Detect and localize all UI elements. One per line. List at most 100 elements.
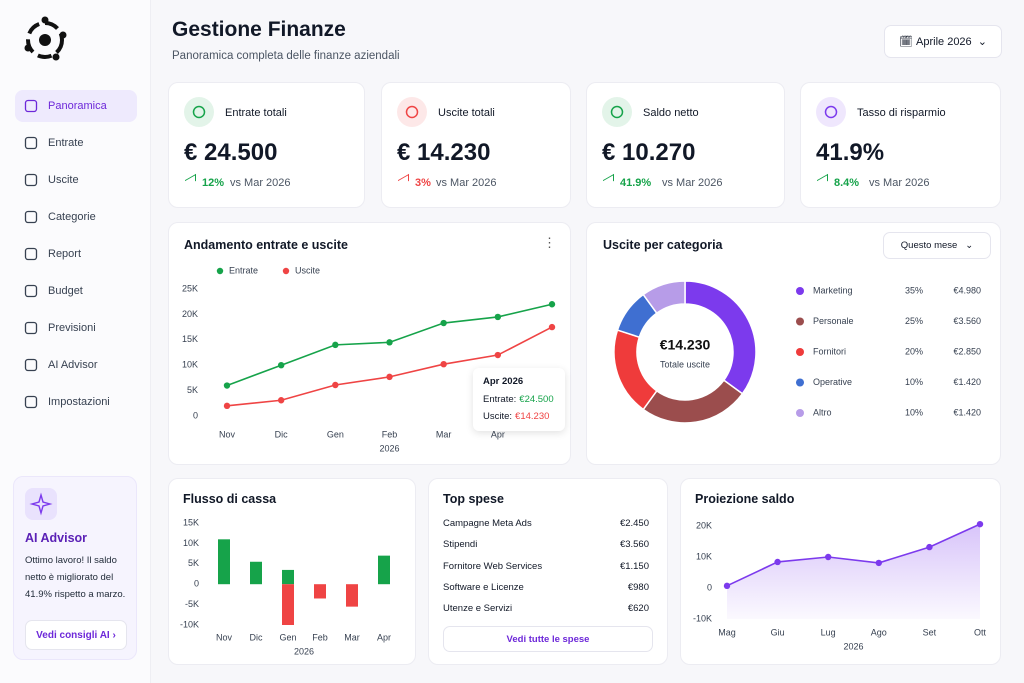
x-tick-label: Feb — [382, 429, 398, 439]
sidebar: Panoramica Entrate Uscite Categorie Report Bu… — [0, 0, 151, 683]
point — [332, 381, 339, 389]
kpi-trend-icon — [185, 173, 196, 188]
page-title: Gestione Finanze — [172, 18, 346, 41]
x-tick-label: Ott — [974, 627, 987, 637]
y-tick-label: -5K — [185, 599, 199, 609]
advisor-icon — [25, 488, 57, 520]
y-tick-label: 20K — [182, 309, 198, 319]
nav-item[interactable]: Entrate — [15, 127, 137, 159]
y-tick-label: 15K — [183, 517, 199, 527]
kpi-value: € 14.230 — [397, 139, 491, 166]
nav-label[interactable]: Budget — [48, 285, 83, 297]
point — [277, 362, 285, 369]
nav-item[interactable]: AI Advisor — [15, 349, 137, 381]
nav-item[interactable]: Categorie — [15, 201, 137, 233]
legend-label: Uscite — [295, 265, 320, 275]
y-tick-label: 25K — [182, 283, 198, 293]
y-tick-label: 10K — [183, 538, 199, 548]
expense-amount: €980 — [627, 581, 649, 593]
y-tick-label: 20K — [696, 520, 712, 530]
nav-label[interactable]: Impostazioni — [48, 396, 110, 408]
nav-item[interactable]: Impostazioni — [15, 386, 137, 418]
kpi-compare: vs Mar 2026 — [230, 177, 291, 189]
all-expenses-button[interactable]: Vedi tutte le spese — [443, 626, 653, 652]
point — [223, 402, 231, 410]
nav-icon — [24, 321, 38, 335]
y-tick-label: 10K — [696, 551, 712, 561]
y-tick-label: 0 — [194, 579, 199, 589]
bar — [218, 539, 230, 585]
legend-amount: €1.420 — [953, 377, 981, 387]
nav-label[interactable]: Categorie — [48, 211, 96, 223]
kpi-value: € 24.500 — [184, 139, 278, 166]
bar — [282, 569, 294, 585]
x-tick-label: Gen — [327, 429, 344, 439]
logo — [24, 16, 67, 61]
nav-label[interactable]: AI Advisor — [48, 359, 98, 371]
bar — [250, 561, 262, 585]
nav-icon-shape — [24, 395, 38, 409]
kpi-icon-shape — [824, 105, 838, 119]
filter-dropdown[interactable]: Questo mese ⌄ — [883, 232, 991, 259]
kpi-icon — [816, 97, 846, 127]
nav-icon-shape — [24, 136, 38, 150]
expense-amount: €3.560 — [619, 539, 649, 551]
period-label[interactable]: Aprile 2026 — [916, 35, 972, 48]
nav-label[interactable]: Previsioni — [48, 322, 96, 334]
legend-label: Personale — [813, 316, 854, 326]
legend-label: Entrate — [229, 265, 258, 275]
x-tick-label: Nov — [216, 632, 233, 642]
bar — [346, 584, 358, 607]
nav-item[interactable]: Budget — [15, 275, 137, 307]
tooltip-label: Uscite: — [483, 411, 513, 422]
point — [494, 313, 502, 321]
kpi-icon-shape — [610, 105, 624, 119]
y-tick-label: 15K — [182, 334, 198, 344]
nav-item[interactable]: Uscite — [15, 164, 137, 196]
x-tick-label: Apr — [377, 632, 391, 642]
nav-label[interactable]: Panoramica — [48, 100, 107, 112]
advisor-card: AI Advisor Ottimo lavoro! Il saldo netto… — [13, 476, 137, 660]
card-title: Proiezione saldo — [695, 492, 795, 506]
expense-name: Fornitore Web Services — [443, 560, 543, 572]
tooltip-row: Uscite: €14.230 — [483, 411, 549, 422]
slice — [613, 329, 658, 411]
kpi-icon-bg — [397, 97, 427, 127]
nav-label[interactable]: Report — [48, 248, 82, 260]
advisor-text: Ottimo lavoro! Il saldo netto è migliora… — [25, 555, 126, 600]
menu-icon[interactable]: ⋮ — [543, 235, 556, 250]
x-tick-label: Mar — [436, 429, 452, 439]
nav-item[interactable]: Report — [15, 238, 137, 270]
nav-item[interactable]: Previsioni — [15, 312, 137, 344]
kpi-trend-icon — [398, 173, 409, 188]
center-value: €14.230 — [660, 337, 711, 353]
x-tick-label: Mar — [344, 632, 360, 642]
expense-amount: €620 — [627, 603, 649, 615]
filter-label[interactable]: Questo mese — [900, 240, 958, 251]
nav-item[interactable]: Panoramica — [15, 90, 137, 122]
advisor-button[interactable]: Vedi consigli AI › — [25, 620, 127, 650]
y-tick-label: -10K — [693, 613, 712, 623]
kpi-change: 41.9% — [620, 177, 652, 189]
kpi-compare: vs Mar 2026 — [662, 177, 723, 189]
kpi-card: Tasso di risparmio 41.9% 8.4% vs Mar 2026 — [800, 82, 1001, 208]
kpi-card: Entrate totali € 24.500 12% vs Mar 2026 — [168, 82, 365, 208]
tooltip-title: Apr 2026 — [483, 376, 524, 387]
point — [875, 559, 882, 567]
trend-card: Andamento entrate e uscite ⋮ 0 5K 10K 15K 20… — [168, 222, 571, 465]
nav-label[interactable]: Uscite — [48, 174, 79, 186]
kpi-trend-icon — [603, 173, 614, 188]
point — [332, 341, 339, 349]
kpi-trend-icon — [817, 173, 828, 188]
kpi-value: 41.9% — [816, 139, 885, 166]
expense-amount: €1.150 — [619, 560, 649, 572]
area — [727, 524, 980, 619]
advisor-button-label[interactable]: Vedi consigli AI — [36, 629, 110, 641]
expense-amount: €2.450 — [619, 518, 649, 529]
legend-marker — [282, 267, 290, 275]
legend-percent: 10% — [905, 377, 923, 387]
period-picker[interactable]: 🗓 Aprile 2026 ⌄ — [884, 25, 1002, 58]
kpi-label: Entrate totali — [225, 107, 287, 119]
x-tick-label: Giu — [771, 627, 785, 637]
nav-label[interactable]: Entrate — [48, 137, 84, 149]
